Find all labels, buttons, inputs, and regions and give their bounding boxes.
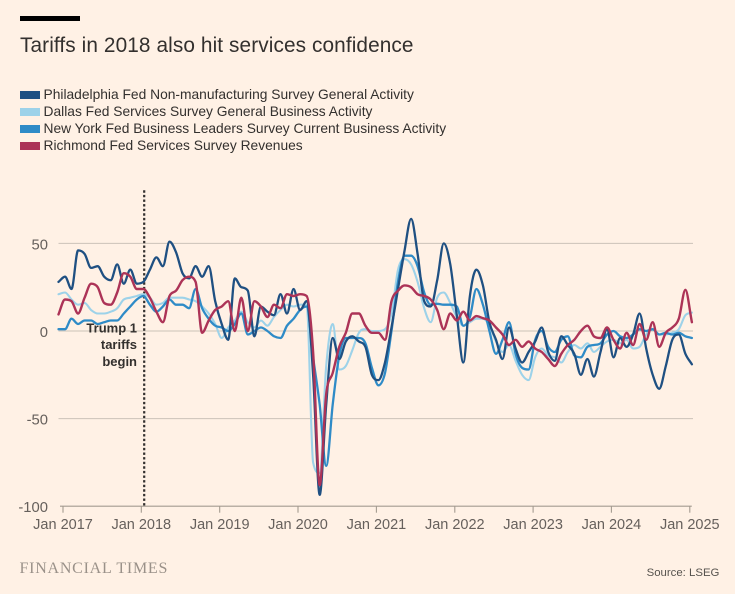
svg-text:Jan 2017: Jan 2017 (33, 517, 93, 533)
svg-text:Jan 2021: Jan 2021 (347, 517, 407, 533)
svg-text:begin: begin (102, 354, 137, 369)
svg-text:Jan 2020: Jan 2020 (268, 517, 328, 533)
svg-text:-100: -100 (18, 500, 48, 516)
svg-text:Jan 2022: Jan 2022 (425, 517, 485, 533)
svg-text:tariffs: tariffs (101, 337, 137, 352)
svg-text:Jan 2024: Jan 2024 (582, 517, 642, 533)
svg-text:-50: -50 (27, 413, 48, 429)
svg-text:Jan 2019: Jan 2019 (190, 517, 250, 533)
svg-text:50: 50 (32, 237, 48, 253)
svg-text:Jan 2018: Jan 2018 (111, 517, 171, 533)
svg-text:0: 0 (40, 325, 48, 341)
svg-text:Jan 2025: Jan 2025 (660, 517, 720, 533)
svg-text:Jan 2023: Jan 2023 (503, 517, 563, 533)
